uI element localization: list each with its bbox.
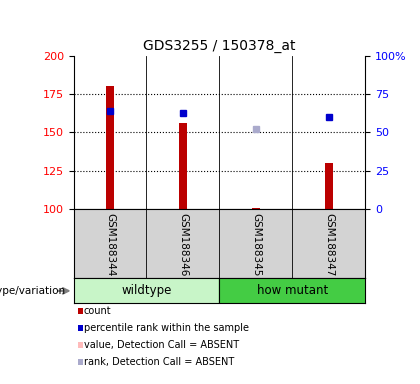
Text: value, Detection Call = ABSENT: value, Detection Call = ABSENT bbox=[84, 340, 239, 350]
Bar bbox=[325, 163, 333, 209]
Bar bbox=[252, 208, 260, 209]
Text: GSM188344: GSM188344 bbox=[105, 213, 115, 276]
Bar bbox=[74, 278, 220, 303]
Text: GSM188345: GSM188345 bbox=[251, 213, 261, 276]
Text: how mutant: how mutant bbox=[257, 285, 328, 297]
Title: GDS3255 / 150378_at: GDS3255 / 150378_at bbox=[143, 39, 296, 53]
Text: GSM188347: GSM188347 bbox=[324, 213, 334, 276]
Bar bbox=[220, 278, 365, 303]
Text: percentile rank within the sample: percentile rank within the sample bbox=[84, 323, 249, 333]
Text: GSM188346: GSM188346 bbox=[178, 213, 188, 276]
Text: count: count bbox=[84, 306, 111, 316]
Text: genotype/variation: genotype/variation bbox=[0, 286, 65, 296]
Text: rank, Detection Call = ABSENT: rank, Detection Call = ABSENT bbox=[84, 357, 234, 367]
Text: wildtype: wildtype bbox=[121, 285, 172, 297]
Bar bbox=[178, 123, 187, 209]
Bar bbox=[105, 86, 114, 209]
